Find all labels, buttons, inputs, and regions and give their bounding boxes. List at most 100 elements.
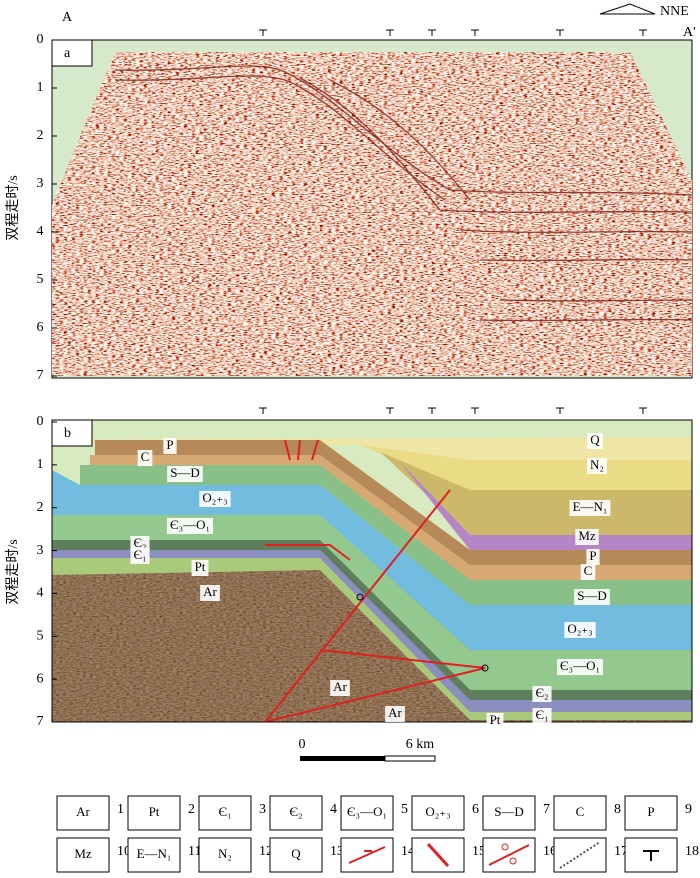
legend-box (553, 795, 607, 831)
label-box (587, 458, 607, 474)
section-end: A' (683, 25, 696, 40)
panel-tag-box (51, 39, 93, 67)
panel-tag: b (64, 426, 71, 441)
panel-tag: a (64, 46, 71, 61)
scale-bar (300, 756, 385, 761)
y-tick-label: 3 (37, 543, 44, 558)
marker (356, 593, 364, 601)
section-label: Є₂ (133, 535, 146, 550)
section-label: Mz (578, 528, 596, 543)
legend-number: 2 (188, 802, 195, 817)
legend-number: 3 (259, 802, 266, 817)
well-marker (556, 407, 564, 414)
legend-number: 5 (401, 802, 408, 817)
section-label: Є₃—O₁ (170, 517, 210, 532)
scale-start: 0 (299, 737, 306, 752)
layer (52, 515, 692, 690)
legend-label: Є₃—O₁ (347, 804, 387, 819)
legend-label: Є₁ (218, 804, 231, 819)
legend-label: Є₂ (289, 804, 302, 819)
section-start: A (62, 10, 73, 25)
section-label: Ar (203, 584, 217, 599)
label-box (532, 686, 552, 702)
legend-box (127, 837, 181, 873)
legend-box (56, 837, 110, 873)
well-marker (428, 407, 436, 414)
well-marker (259, 407, 267, 414)
panel-b (52, 420, 692, 722)
scale-bar (384, 755, 436, 762)
scale-end: 6 km (406, 737, 435, 752)
section-label: C (141, 449, 150, 464)
well-marker (386, 407, 394, 414)
label-box (167, 466, 203, 482)
section-label: Ar (388, 705, 402, 720)
y-tick-label: 7 (37, 368, 44, 383)
legend-symbol (509, 857, 517, 865)
label-box (191, 560, 209, 576)
label-box (130, 548, 150, 564)
y-tick-label: 6 (37, 320, 44, 335)
legend-box (411, 795, 465, 831)
section-label: Ar (333, 679, 347, 694)
legend-number: 9 (685, 802, 692, 817)
section-label: O₂₊₃ (202, 490, 227, 505)
section-label: Є₂ (535, 685, 548, 700)
layer (95, 440, 692, 565)
section-label: C (584, 563, 593, 578)
label-box (575, 529, 599, 545)
legend-box (269, 795, 323, 831)
label-box (574, 589, 610, 605)
legend-label: Ar (76, 804, 90, 819)
legend-symbol (501, 843, 509, 851)
panel-tag-box (51, 419, 93, 447)
well-markers (259, 29, 647, 414)
label-box (200, 585, 220, 601)
legend-number: 6 (472, 802, 479, 817)
layer (380, 452, 692, 535)
legend-label: N₂ (218, 846, 232, 861)
y-tick-label: 0 (37, 32, 44, 47)
legend-label: Pt (149, 804, 160, 819)
direction-arrow (599, 3, 656, 15)
y-tick-label: 7 (37, 714, 44, 729)
section-label: S—D (577, 588, 607, 603)
y-tick-label: 6 (37, 671, 44, 686)
layer (400, 462, 692, 550)
y-tick-label: 2 (37, 128, 44, 143)
panel-a: a (51, 39, 693, 379)
direction: NNE (660, 4, 689, 19)
y-tick-label: 5 (37, 629, 44, 644)
legend-box (269, 837, 323, 873)
legend-number: 11 (188, 844, 201, 859)
legend-number: 8 (614, 802, 621, 817)
label-box (163, 438, 177, 454)
well-marker (556, 29, 564, 36)
label-box (199, 491, 231, 507)
label-box (580, 564, 596, 580)
legend-box (198, 795, 252, 831)
label-box (486, 713, 504, 729)
well-marker (386, 29, 394, 36)
y-tick-label: 3 (37, 176, 44, 191)
legend-box (340, 795, 394, 831)
legend-symbol (426, 842, 450, 868)
legend-number: 18 (685, 844, 699, 859)
y-tick-label: 2 (37, 500, 44, 515)
legend-box (56, 795, 110, 831)
legend-number: 7 (543, 802, 550, 817)
layer (80, 465, 692, 605)
label-box (556, 659, 604, 675)
label-box (569, 500, 611, 516)
section-label: Є₁ (133, 547, 146, 562)
layer (90, 455, 692, 580)
legend-label: Mz (74, 846, 92, 861)
seismic-image (52, 52, 692, 376)
well-marker (428, 29, 436, 36)
legend-label: O₂₊₃ (425, 804, 450, 819)
legend-label: P (647, 804, 654, 819)
section-label: N₂ (590, 457, 604, 472)
legend-symbol (643, 850, 659, 861)
label-box (385, 706, 405, 722)
